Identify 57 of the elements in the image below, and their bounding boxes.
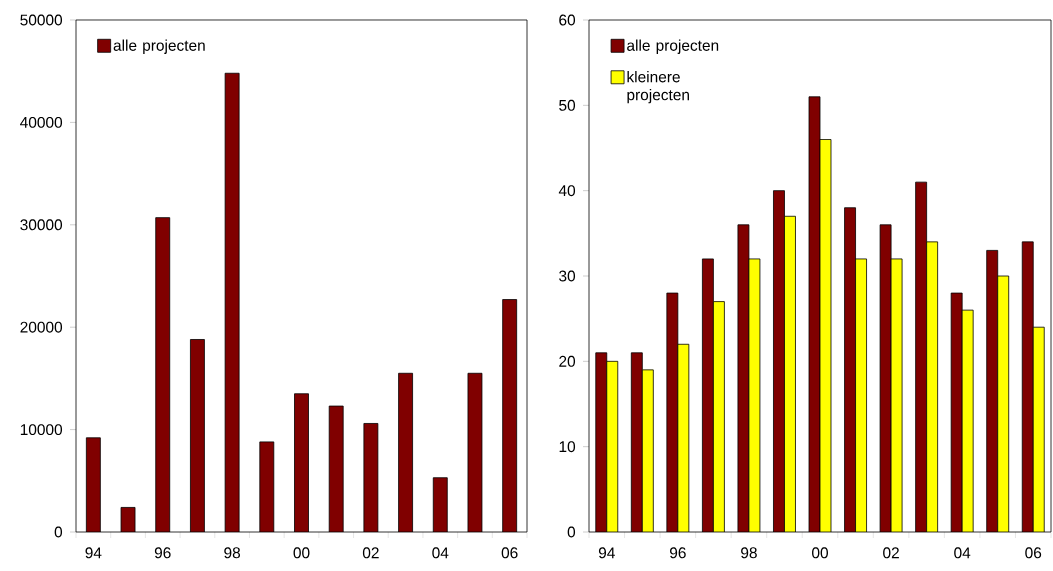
y-tick-label: 30	[559, 270, 576, 282]
bar	[502, 299, 518, 532]
bar	[259, 441, 275, 532]
bar	[773, 190, 785, 532]
y-tick-label: 40	[558, 185, 576, 197]
x-tick-label: 00	[293, 547, 310, 559]
y-tick-label: 30000	[20, 219, 63, 231]
y-tick-label: 10000	[20, 424, 63, 436]
y-tick-label: 20000	[20, 321, 63, 333]
x-tick-label: 06	[1025, 547, 1042, 559]
bar	[155, 217, 171, 532]
y-tick-label: 10	[559, 441, 576, 453]
bar	[926, 241, 939, 532]
x-tick-label: 96	[154, 547, 171, 559]
legend-label: alle projecten	[627, 39, 719, 54]
bar	[294, 393, 309, 532]
x-tick-label: 02	[883, 547, 899, 559]
bar	[1032, 326, 1045, 532]
y-tick-label: 50000	[20, 14, 63, 26]
y-tick-label: 0	[54, 526, 63, 538]
bar	[398, 372, 413, 532]
x-tick-label: 02	[362, 547, 379, 559]
bar	[595, 352, 607, 532]
bar	[630, 352, 643, 532]
bar	[190, 339, 205, 532]
x-tick-label: 94	[598, 547, 615, 559]
x-tick-label: 04	[954, 547, 971, 559]
bar	[997, 275, 1010, 532]
bar	[701, 258, 714, 532]
x-tick-label: 04	[432, 547, 449, 559]
x-tick-label: 94	[85, 547, 102, 559]
y-tick-label: 60	[559, 14, 576, 26]
x-tick-label: 96	[669, 547, 686, 559]
y-tick-label: 50	[559, 99, 576, 111]
y-tick-label: 40000	[20, 116, 63, 128]
x-tick-label: 06	[501, 547, 518, 559]
bar	[606, 361, 618, 532]
y-tick-label: 20	[559, 355, 576, 367]
x-tick-label: 00	[812, 547, 828, 559]
x-tick-label: 98	[224, 547, 241, 559]
y-tick-label: 0	[567, 526, 576, 538]
bar	[855, 258, 867, 532]
bar	[961, 309, 974, 532]
bar	[712, 301, 725, 532]
bar	[85, 437, 101, 532]
bar	[844, 207, 856, 532]
bar	[641, 369, 654, 532]
legend-label: alle projecten	[113, 39, 205, 54]
bar	[328, 405, 344, 532]
x-tick-label: 98	[741, 547, 757, 559]
legend-label: kleinere projecten	[627, 71, 689, 104]
bar	[784, 215, 796, 532]
bar	[432, 477, 448, 532]
bar	[1021, 241, 1034, 532]
bar	[986, 250, 999, 532]
bar	[915, 181, 928, 532]
bar	[950, 292, 963, 532]
